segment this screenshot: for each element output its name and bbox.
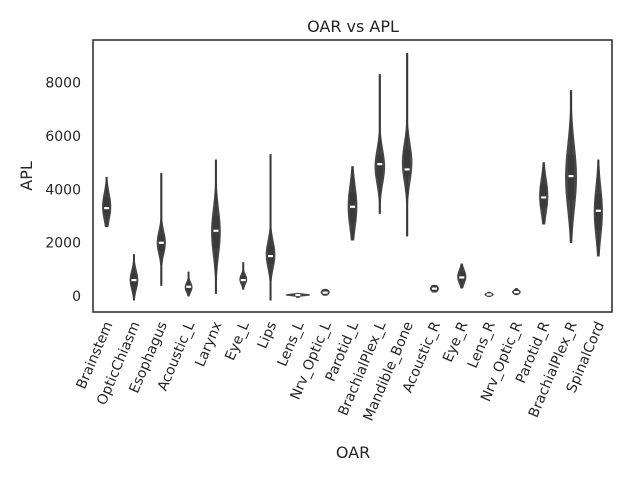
x-axis-label: OAR (336, 443, 370, 462)
violin-median-marker (350, 205, 355, 208)
violin-iqr-box (540, 184, 547, 208)
plot-frame (92, 39, 613, 313)
x-tick-label: Eye_L (222, 319, 253, 363)
y-tick-label: 2000 (45, 236, 81, 252)
violin-median-marker (459, 276, 465, 279)
violin-iqr-box (595, 194, 602, 230)
violin-median-marker (404, 168, 410, 171)
violin-median-marker (513, 291, 519, 294)
violin-median-marker (322, 291, 328, 294)
violin-median-marker (158, 241, 164, 244)
violin-iqr-box (376, 154, 383, 179)
violin-median-marker (295, 293, 301, 297)
violin-median-marker (213, 229, 219, 232)
violin-iqr-box (267, 245, 274, 264)
violin-iqr-box (212, 216, 219, 248)
violin-median-marker (240, 279, 246, 282)
violin-iqr-box (404, 149, 411, 176)
y-tick-label: 6000 (45, 129, 81, 145)
violin-median-marker (131, 279, 137, 282)
violin-iqr-box (103, 197, 110, 216)
violin-median-marker (568, 175, 574, 178)
violin-median-marker (431, 287, 437, 290)
y-tick-label: 4000 (45, 182, 81, 198)
violin-median-marker (186, 285, 192, 288)
x-axis: BrainstemOpticChiasmEsophagusAcoustic_LL… (74, 319, 608, 423)
violin-iqr-box (568, 154, 575, 200)
y-tick-label: 8000 (45, 76, 81, 92)
violin-median-marker (104, 207, 110, 210)
chart-title: OAR vs APL (307, 17, 399, 36)
violin-median-marker (595, 209, 601, 212)
plot-area (102, 52, 603, 301)
x-tick-label: Lips (255, 319, 281, 351)
violin-median-marker (541, 196, 547, 199)
y-axis: 0 2000 4000 6000 8000 (45, 76, 81, 305)
violin-median-marker (268, 255, 274, 258)
violin-median-marker (377, 163, 383, 166)
y-axis-label: APL (17, 161, 36, 191)
violin-median-marker (486, 293, 492, 296)
y-tick-label: 0 (72, 289, 81, 305)
